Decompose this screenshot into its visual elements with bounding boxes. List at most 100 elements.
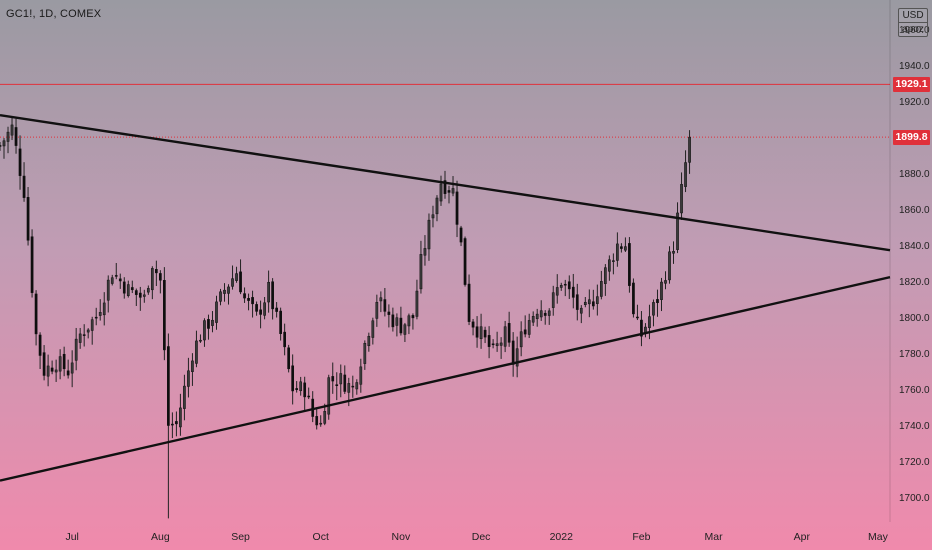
candle-body bbox=[535, 313, 539, 320]
candle-body bbox=[515, 348, 519, 367]
candle-body bbox=[319, 422, 323, 425]
candle-body bbox=[22, 175, 26, 198]
candle-body bbox=[672, 251, 675, 254]
candle-body bbox=[475, 326, 479, 338]
candle-body bbox=[102, 302, 106, 316]
candle-body bbox=[130, 287, 134, 291]
candle-body bbox=[26, 197, 30, 241]
candle-body bbox=[10, 124, 14, 136]
candle-body bbox=[495, 343, 499, 347]
candle-body bbox=[379, 297, 383, 302]
candle-body bbox=[271, 281, 274, 310]
candle-body bbox=[531, 316, 535, 323]
x-tick-label: Oct bbox=[313, 531, 329, 543]
x-tick-label: Sep bbox=[231, 531, 250, 543]
candle-body bbox=[632, 282, 635, 315]
candle-body bbox=[491, 343, 495, 346]
y-tick-label: 1720.0 bbox=[899, 457, 930, 468]
candle-body bbox=[291, 365, 295, 392]
candle-body bbox=[62, 353, 66, 370]
candle-body bbox=[46, 365, 50, 377]
candle-body bbox=[375, 301, 379, 319]
candle-body bbox=[680, 184, 683, 214]
candle-body bbox=[42, 352, 46, 376]
candle-body bbox=[78, 333, 82, 343]
candle-body bbox=[443, 180, 447, 194]
candle-body bbox=[50, 367, 54, 372]
candle-body bbox=[547, 310, 551, 316]
candle-body bbox=[299, 381, 303, 392]
candle-body bbox=[339, 373, 343, 385]
candle-body bbox=[18, 148, 22, 176]
candle-body bbox=[652, 302, 655, 316]
candle-body bbox=[523, 329, 527, 335]
candle-body bbox=[327, 377, 331, 415]
candle-body bbox=[195, 340, 198, 364]
y-tick-label: 1820.0 bbox=[899, 277, 930, 288]
candle-body bbox=[579, 307, 583, 314]
candle-body bbox=[295, 388, 299, 390]
candle-body bbox=[315, 416, 319, 426]
last-price-label: 1899.8 bbox=[893, 129, 930, 145]
candle-body bbox=[275, 307, 278, 312]
candle-body bbox=[323, 411, 327, 424]
candle-body bbox=[483, 329, 487, 338]
y-tick-label: 1700.0 bbox=[899, 493, 930, 504]
candle-body bbox=[539, 310, 543, 318]
candle-body bbox=[367, 335, 371, 347]
candle-body bbox=[122, 281, 126, 294]
x-tick-label: 2022 bbox=[550, 531, 574, 543]
candle-body bbox=[38, 334, 42, 356]
y-tick-label: 1880.0 bbox=[899, 169, 930, 180]
candle-body bbox=[511, 340, 515, 365]
candle-body bbox=[612, 260, 615, 262]
candle-body bbox=[431, 214, 435, 219]
candle-body bbox=[175, 421, 178, 425]
descending-trendline bbox=[0, 114, 891, 252]
candle-body bbox=[90, 319, 94, 331]
candle-body bbox=[179, 407, 182, 428]
candle-body bbox=[2, 140, 6, 147]
candle-body bbox=[519, 331, 523, 348]
candle-body bbox=[628, 243, 631, 286]
currency-selector[interactable]: USD apoz bbox=[898, 8, 928, 37]
candle-body bbox=[263, 302, 266, 316]
candle-body bbox=[387, 311, 391, 315]
candle-body bbox=[58, 356, 62, 372]
candle-body bbox=[439, 183, 443, 202]
candle-body bbox=[187, 370, 190, 387]
candle-body bbox=[383, 299, 387, 312]
candle-body bbox=[307, 395, 311, 398]
candle-body bbox=[231, 278, 234, 287]
ascending-trendline bbox=[0, 276, 891, 482]
candle-body bbox=[82, 334, 86, 336]
candle-body bbox=[636, 316, 639, 319]
candle-body bbox=[6, 131, 10, 142]
y-tick-label: 1800.0 bbox=[899, 313, 930, 324]
candle-body bbox=[487, 335, 491, 347]
candle-body bbox=[163, 280, 166, 351]
candle-body bbox=[14, 127, 18, 146]
candle-body bbox=[455, 191, 459, 225]
candle-body bbox=[74, 338, 78, 361]
candle-body bbox=[110, 277, 114, 284]
candle-body bbox=[624, 246, 627, 251]
candle-body bbox=[146, 288, 150, 293]
candle-body bbox=[435, 197, 439, 215]
candles-group bbox=[0, 116, 691, 519]
candle-body bbox=[451, 188, 455, 194]
symbol-label: GC1!, 1D, COMEX bbox=[6, 8, 102, 20]
candle-body bbox=[227, 286, 230, 294]
candle-body bbox=[138, 292, 142, 298]
candle-body bbox=[459, 227, 463, 243]
candle-body bbox=[66, 370, 70, 376]
candle-body bbox=[563, 283, 567, 286]
candle-body bbox=[203, 320, 206, 341]
candle-body bbox=[114, 275, 118, 277]
candle-body bbox=[223, 289, 226, 294]
candle-body bbox=[527, 320, 531, 335]
candle-body bbox=[303, 382, 307, 398]
candle-body bbox=[684, 162, 687, 187]
y-tick-label: 1940.0 bbox=[899, 61, 930, 72]
